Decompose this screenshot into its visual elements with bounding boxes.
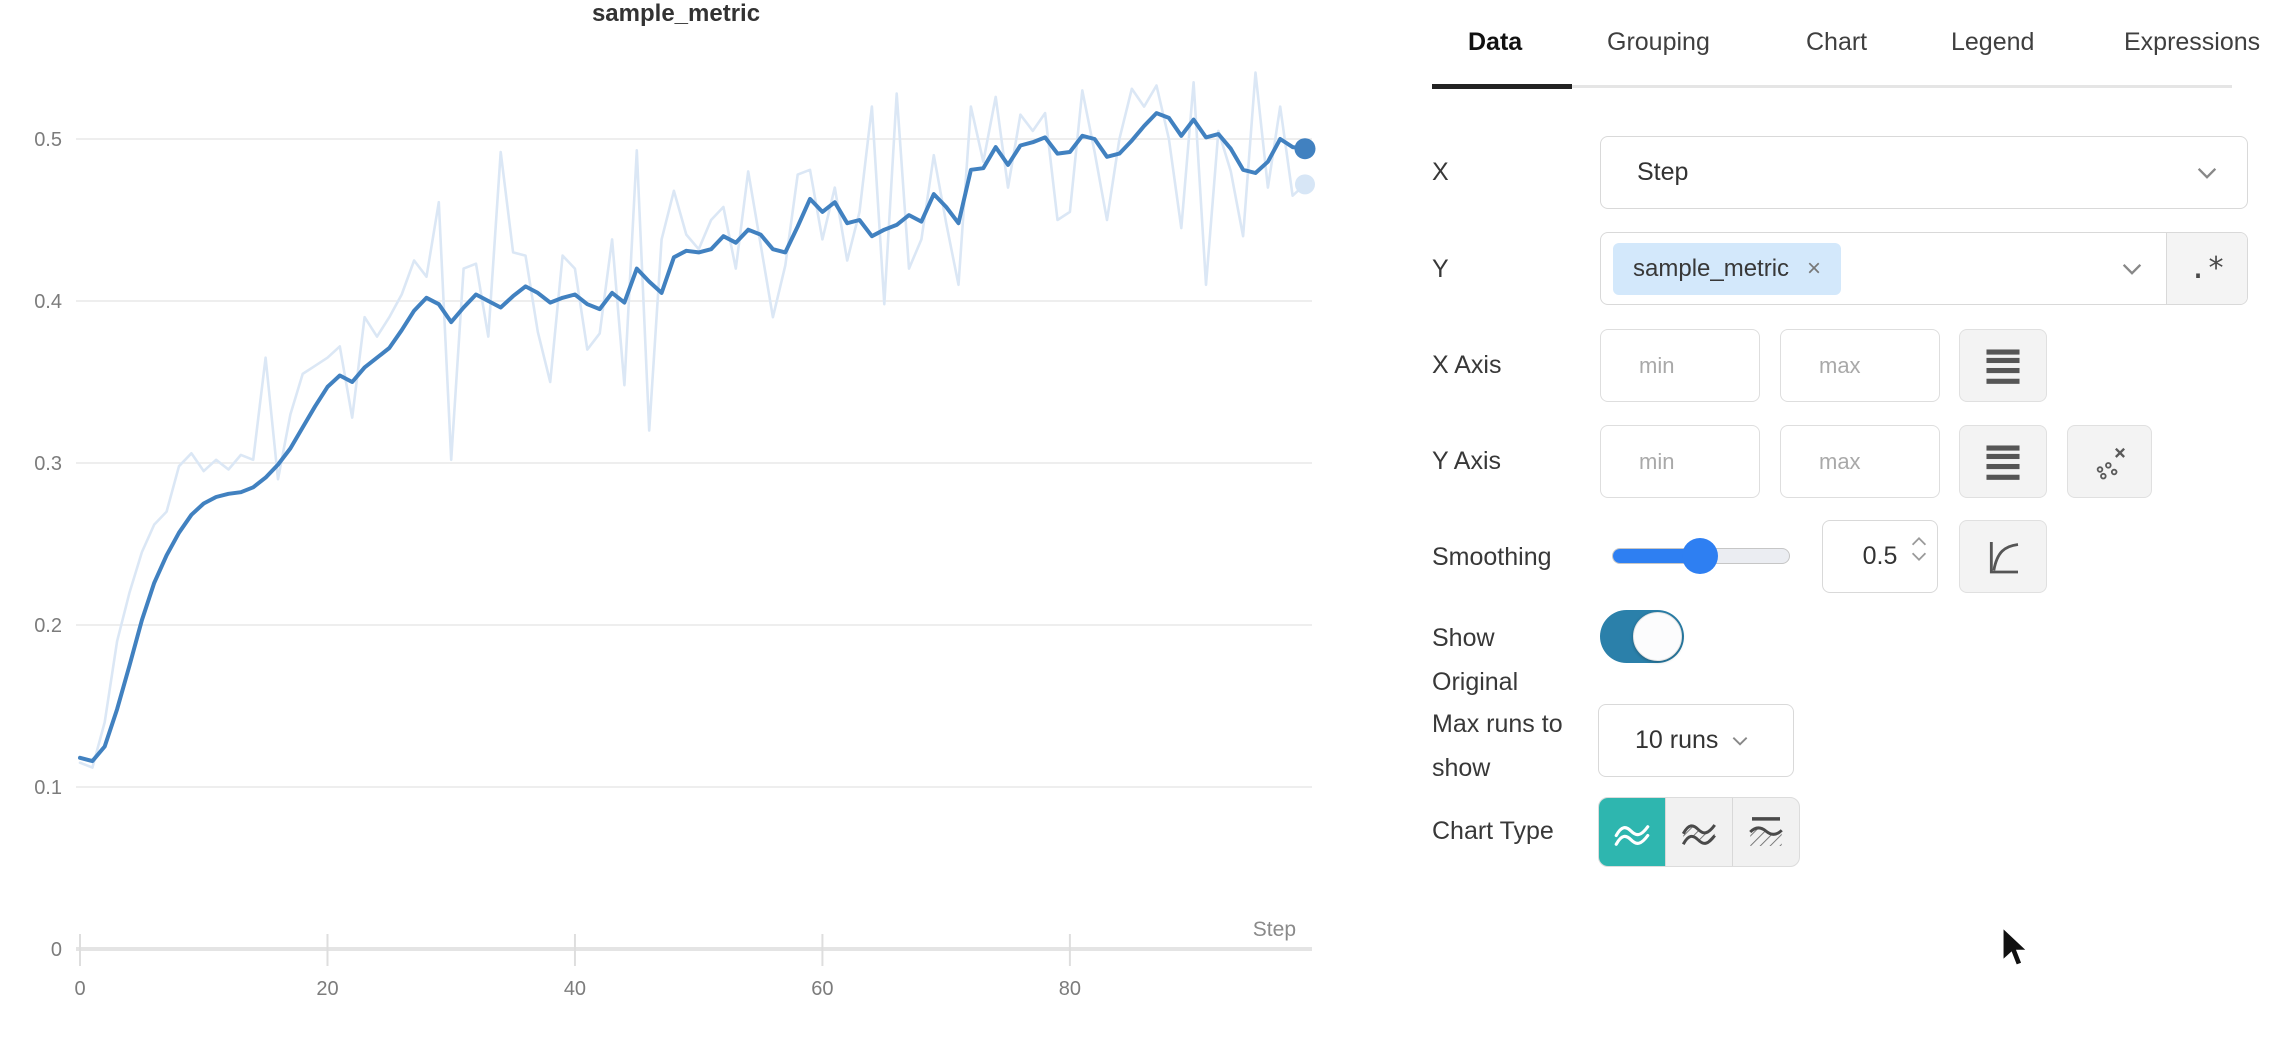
show-original-toggle[interactable] [1600, 610, 1684, 663]
x-row-label: X [1432, 158, 1449, 186]
svg-text:0: 0 [51, 939, 62, 961]
show-original-label-line1: Show [1432, 624, 1495, 652]
svg-text:60: 60 [811, 978, 833, 1000]
chart-type-row-label: Chart Type [1432, 817, 1554, 845]
chevron-down-icon [1911, 552, 1927, 561]
x-axis-max-input[interactable] [1780, 329, 1940, 402]
chart-type-segmented-control [1598, 797, 1800, 867]
max-runs-label-line2: show [1432, 754, 1491, 782]
svg-text:0.1: 0.1 [34, 777, 62, 799]
tab-expressions[interactable]: Expressions [2124, 28, 2261, 56]
show-original-label-line2: Original [1432, 668, 1519, 696]
chart-title: sample_metric [591, 0, 761, 27]
area-band-chart-icon [1681, 824, 1716, 845]
svg-text:0: 0 [74, 978, 85, 1000]
svg-text:20: 20 [316, 978, 338, 1000]
svg-text:40: 40 [564, 978, 586, 1000]
show-original-row-label: Show Original [1432, 616, 1602, 704]
chevron-down-icon [1733, 736, 1748, 746]
y-axis-min-input[interactable] [1600, 425, 1760, 498]
smoothing-value-box[interactable] [1822, 520, 1938, 593]
max-runs-select[interactable]: 10 runs [1598, 704, 1794, 777]
y-select[interactable]: sample_metric × .* [1600, 232, 2248, 305]
max-runs-value: 10 runs [1635, 726, 1719, 754]
regex-filter-button[interactable]: .* [2166, 233, 2247, 304]
outliers-scatter-icon [2096, 447, 2125, 479]
tab-underline-active [1432, 84, 1572, 89]
chart-type-minmax-button[interactable] [1732, 798, 1799, 866]
x-axis-row-label: X Axis [1432, 351, 1502, 379]
svg-text:0.2: 0.2 [34, 615, 62, 637]
chart-type-line-button[interactable] [1599, 798, 1665, 866]
log-scale-bars-icon [1986, 348, 2020, 384]
smoothing-type-button[interactable] [1959, 520, 2047, 593]
tab-underline [1432, 85, 2232, 88]
chevron-down-icon [2197, 167, 2217, 179]
tab-grouping[interactable]: Grouping [1607, 28, 1710, 56]
max-runs-row-label: Max runs to show [1432, 702, 1602, 790]
x-axis-log-scale-button[interactable] [1959, 329, 2047, 402]
chevron-down-icon [2122, 263, 2142, 275]
log-scale-bars-icon [1986, 444, 2020, 480]
smoothing-value-input[interactable] [1848, 541, 1912, 572]
smoothing-stepper[interactable] [1911, 537, 1927, 561]
chevron-up-icon [1911, 537, 1927, 546]
x-select-value: Step [1637, 158, 1689, 186]
svg-text:80: 80 [1059, 978, 1081, 1000]
tab-chart[interactable]: Chart [1806, 28, 1868, 56]
svg-text:0.3: 0.3 [34, 453, 62, 475]
minmax-area-chart-icon [1749, 817, 1783, 846]
smoothing-slider[interactable] [1612, 538, 1790, 574]
svg-text:0.5: 0.5 [34, 129, 62, 151]
svg-text:Step: Step [1253, 918, 1296, 941]
y-axis-row-label: Y Axis [1432, 447, 1502, 475]
smoothing-slider-fill [1613, 549, 1700, 563]
tab-legend[interactable]: Legend [1951, 28, 2035, 56]
ignore-outliers-button[interactable] [2067, 425, 2152, 498]
chart-type-area-button[interactable] [1665, 798, 1732, 866]
x-select[interactable]: Step [1600, 136, 2248, 209]
toggle-knob [1633, 612, 1682, 661]
y-metric-tag[interactable]: sample_metric × [1613, 242, 1842, 295]
tab-data[interactable]: Data [1468, 28, 1523, 56]
line-chart-icon [1614, 825, 1650, 846]
running-average-curve-icon [1989, 541, 2019, 573]
y-axis-max-input[interactable] [1780, 425, 1940, 498]
x-axis-min-input[interactable] [1600, 329, 1760, 402]
smoothing-slider-thumb[interactable] [1681, 538, 1718, 574]
mouse-cursor [2002, 926, 2029, 967]
y-axis-log-scale-button[interactable] [1959, 425, 2047, 498]
y-metric-tag-label: sample_metric [1633, 254, 1790, 282]
y-row-label: Y [1432, 255, 1449, 283]
smoothing-row-label: Smoothing [1432, 543, 1552, 571]
remove-metric-icon[interactable]: × [1807, 254, 1822, 282]
svg-text:0.4: 0.4 [34, 291, 62, 313]
metric-chart[interactable]: 0 0.1 0.2 0.3 0.4 0.5 0 20 40 60 80 Step [0, 0, 1400, 1040]
max-runs-label-line1: Max runs to [1432, 710, 1563, 738]
